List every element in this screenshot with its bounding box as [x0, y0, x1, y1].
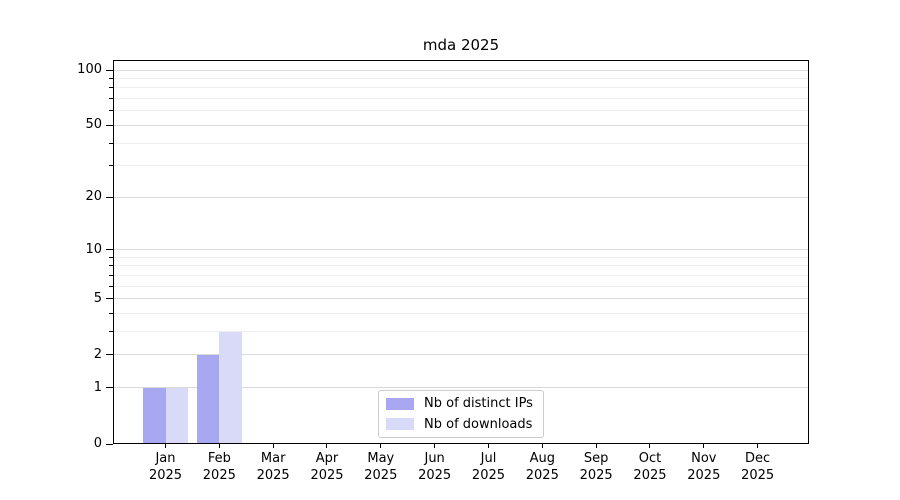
minor-gridline: [113, 265, 809, 267]
x-tick-mark: [272, 444, 274, 448]
x-tick-label-apr: Apr 2025: [310, 451, 344, 483]
y-tick-mark: [106, 354, 113, 356]
y-tick-mark: [106, 387, 113, 389]
y-tick-label: 0: [93, 436, 102, 451]
chart-title: mda 2025: [422, 36, 500, 54]
x-tick-mark: [487, 444, 489, 448]
minor-gridline: [113, 256, 809, 258]
minor-gridline: [113, 98, 809, 100]
y-minor-tick-mark: [109, 142, 113, 144]
legend: Nb of distinct IPs Nb of downloads: [378, 390, 544, 438]
x-tick-label-jun: Jun 2025: [418, 451, 452, 483]
plot-area: [113, 60, 809, 444]
x-tick-label-nov: Nov 2025: [687, 451, 721, 483]
y-tick-label: 1: [93, 379, 102, 395]
y-minor-tick-mark: [109, 165, 113, 167]
y-minor-tick-mark: [109, 265, 113, 267]
x-tick-label-mar: Mar 2025: [256, 451, 290, 483]
minor-gridline: [113, 87, 809, 89]
major-gridline: [113, 124, 809, 126]
major-gridline: [113, 196, 809, 198]
x-tick-label-aug: Aug 2025: [525, 451, 559, 483]
x-tick-label-feb: Feb 2025: [202, 451, 236, 483]
y-minor-tick-mark: [109, 331, 113, 333]
minor-gridline: [113, 274, 809, 276]
y-tick-label: 10: [85, 241, 102, 257]
y-tick-mark: [106, 443, 113, 445]
major-gridline: [113, 249, 809, 251]
y-minor-tick-mark: [109, 256, 113, 258]
legend-label-downloads: Nb of downloads: [424, 416, 533, 432]
legend-swatch-distinct-ips-icon: [386, 397, 414, 410]
x-tick-label-dec: Dec 2025: [741, 451, 775, 483]
legend-item-downloads: Nb of downloads: [386, 417, 543, 432]
y-tick-label: 20: [85, 189, 102, 205]
y-tick-label: 2: [93, 346, 102, 362]
y-minor-tick-mark: [109, 274, 113, 276]
major-gridline: [113, 69, 809, 71]
bar-nb-of-distinct-ips-jan-2025: [143, 387, 166, 444]
bar-nb-of-downloads-jan-2025: [165, 387, 188, 444]
bar-nb-of-distinct-ips-feb-2025: [196, 354, 220, 444]
x-tick-label-may: May 2025: [364, 451, 398, 483]
y-tick-mark: [106, 298, 113, 300]
x-tick-mark: [541, 444, 543, 448]
x-tick-mark: [649, 444, 651, 448]
minor-gridline: [113, 313, 809, 315]
minor-gridline: [113, 110, 809, 112]
minor-gridline: [113, 165, 809, 167]
minor-gridline: [113, 77, 809, 79]
y-minor-tick-mark: [109, 313, 113, 315]
y-minor-tick-mark: [109, 98, 113, 100]
y-minor-tick-mark: [109, 285, 113, 287]
x-tick-mark: [703, 444, 705, 448]
major-gridline: [113, 387, 809, 389]
bar-nb-of-downloads-feb-2025: [219, 331, 242, 444]
x-tick-mark: [326, 444, 328, 448]
y-minor-tick-mark: [109, 77, 113, 79]
major-gridline: [113, 298, 809, 300]
y-tick-label: 100: [77, 62, 102, 78]
y-minor-tick-mark: [109, 87, 113, 89]
legend-label-distinct-ips: Nb of distinct IPs: [424, 396, 533, 412]
x-tick-mark: [380, 444, 382, 448]
minor-gridline: [113, 331, 809, 333]
y-tick-label: 5: [93, 290, 102, 306]
x-tick-mark: [165, 444, 166, 448]
legend-swatch-downloads-icon: [386, 418, 414, 431]
legend-item-distinct-ips: Nb of distinct IPs: [386, 396, 543, 411]
x-tick-mark: [218, 444, 220, 448]
y-minor-tick-mark: [109, 110, 113, 112]
x-tick-mark: [757, 444, 759, 448]
y-tick-label: 50: [85, 117, 102, 133]
y-tick-mark: [106, 249, 113, 251]
minor-gridline: [113, 142, 809, 144]
x-tick-label-sep: Sep 2025: [579, 451, 613, 483]
y-tick-mark: [106, 69, 113, 71]
x-tick-label-jul: Jul 2025: [471, 451, 506, 483]
x-tick-mark: [434, 444, 436, 448]
minor-gridline: [113, 285, 809, 287]
major-gridline: [113, 354, 809, 356]
y-tick-mark: [106, 124, 113, 126]
y-tick-mark: [106, 196, 113, 198]
x-tick-label-oct: Oct 2025: [633, 451, 667, 483]
x-tick-label-jan: Jan 2025: [148, 451, 183, 483]
x-tick-mark: [595, 444, 597, 448]
